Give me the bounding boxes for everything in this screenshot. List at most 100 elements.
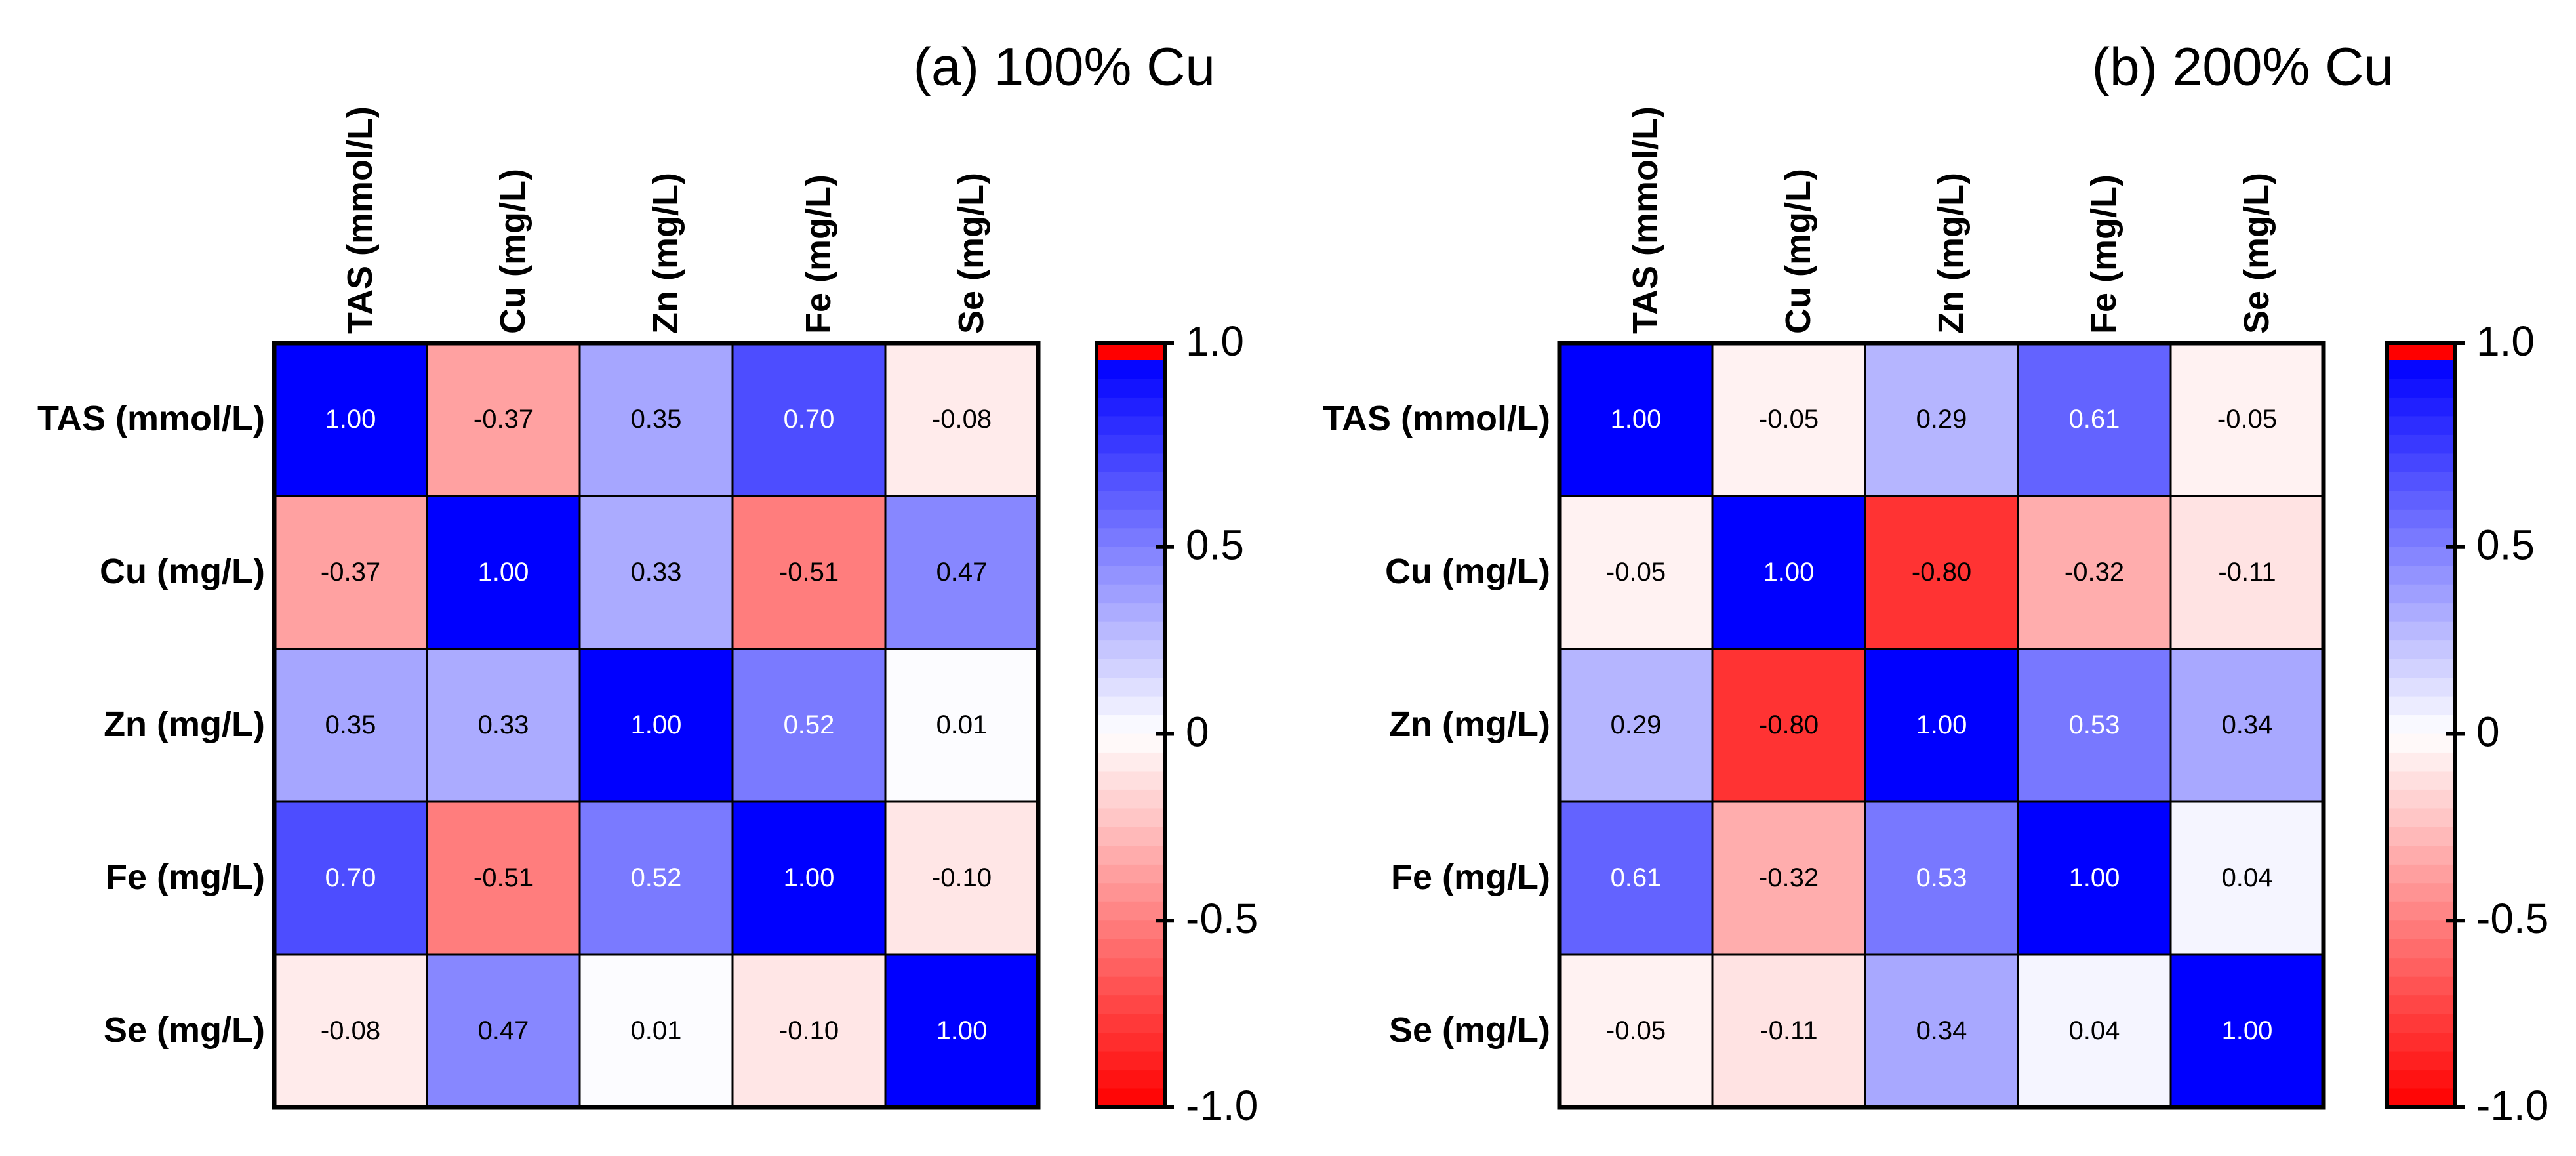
- cell-value-label: 0.53: [1916, 863, 1967, 892]
- colorbar-band: [1097, 1033, 1165, 1052]
- cell-value-label: -0.51: [779, 558, 839, 587]
- cell-value-label: 0.04: [2069, 1016, 2120, 1045]
- colorbar-band: [2387, 434, 2455, 454]
- cell-value-label: 0.52: [784, 711, 835, 739]
- colorbar-band: [2387, 416, 2455, 436]
- cell-value-label: 1.00: [631, 711, 682, 739]
- colorbar-band: [1097, 491, 1165, 510]
- cell-value-label: -0.32: [1759, 863, 1819, 892]
- cell-value-label: 1.00: [2069, 863, 2120, 892]
- cell-value-label: 0.35: [631, 405, 682, 434]
- heatmap-cell: [426, 648, 581, 803]
- colorbar-band: [2387, 397, 2455, 417]
- cell-value-label: 0.04: [2222, 863, 2273, 892]
- colorbar-band: [1097, 678, 1165, 697]
- cell-value-label: 1.00: [1916, 711, 1967, 739]
- colorbar-tick-label: 0.5: [1186, 522, 1244, 569]
- cell-value-label: -0.05: [1606, 1016, 1666, 1045]
- colorbar-band: [2387, 360, 2455, 380]
- colorbar-tick-label: 0: [1186, 708, 1209, 755]
- colorbar-band: [1097, 584, 1165, 604]
- colorbar-band: [1097, 1014, 1165, 1033]
- colorbar-tick-label: -1.0: [2476, 1082, 2548, 1129]
- column-label: Cu (mg/L): [493, 169, 533, 334]
- cell-value-label: 0.01: [936, 711, 988, 739]
- heatmap-cell: [426, 953, 581, 1109]
- cell-value-label: -0.37: [321, 558, 380, 587]
- cell-value-label: -0.05: [1606, 558, 1666, 587]
- colorbar-band: [2387, 603, 2455, 623]
- colorbar-band: [2387, 621, 2455, 641]
- cell-value-label: 1.00: [478, 558, 529, 587]
- colorbar-band: [1097, 976, 1165, 996]
- heatmap-cell: [2169, 342, 2325, 497]
- colorbar-band: [1097, 827, 1165, 846]
- cell-value-label: 1.00: [1611, 405, 1662, 434]
- colorbar-border: [2385, 341, 2457, 1109]
- colorbar-band: [1097, 939, 1165, 959]
- column-label: Fe (mg/L): [799, 175, 838, 334]
- colorbar-band: [1097, 846, 1165, 865]
- heatmap-cell: [1864, 648, 2019, 803]
- column-label: Se (mg/L): [952, 173, 991, 334]
- row-label: Zn (mg/L): [104, 705, 265, 744]
- colorbar-band: [1097, 640, 1165, 660]
- column-label: Fe (mg/L): [2084, 175, 2123, 334]
- heatmap-cell: [426, 800, 581, 956]
- heatmap-cell: [1558, 800, 1714, 956]
- colorbar-band: [2387, 584, 2455, 604]
- cell-value-label: 0.33: [631, 558, 682, 587]
- cell-value-label: 0.52: [631, 863, 682, 892]
- heatmap-cells: 1.00 -0.37 0.35 0.70 -0.08 -0.37 1.00 0.33 -0.51…: [273, 342, 1039, 1109]
- column-label: TAS (mmol/L): [1626, 106, 1665, 334]
- colorbar-band: [2387, 771, 2455, 791]
- colorbar-band: [1097, 715, 1165, 735]
- column-label: TAS (mmol/L): [340, 106, 380, 334]
- colorbar-band: [1097, 1070, 1165, 1090]
- heatmap-cell: [426, 342, 581, 497]
- colorbar-band: [1097, 397, 1165, 417]
- heatmap-border: [272, 341, 1041, 1110]
- colorbar-band: [1097, 958, 1165, 978]
- colorbar-band: [1097, 1051, 1165, 1071]
- colorbar-band: [2387, 920, 2455, 940]
- colorbar-band: [1097, 566, 1165, 585]
- heatmap-cell: [884, 953, 1039, 1109]
- colorbar-band: [2387, 640, 2455, 660]
- row-label: Fe (mg/L): [106, 857, 265, 897]
- colorbar-band: [1097, 864, 1165, 884]
- colorbar-band: [2387, 846, 2455, 865]
- colorbar-band: [2387, 678, 2455, 697]
- cell-value-label: 1.00: [1763, 558, 1815, 587]
- cell-value-label: -0.11: [1760, 1016, 1817, 1045]
- colorbar-band: [2387, 995, 2455, 1015]
- heatmap-cells: 1.00 -0.05 0.29 0.61 -0.05 -0.05 1.00 -0.80 -0.3…: [1558, 342, 2325, 1109]
- cell-value-label: -0.10: [779, 1016, 839, 1045]
- cell-value-label: -0.37: [473, 405, 533, 434]
- row-label: TAS (mmol/L): [1323, 399, 1550, 438]
- colorbar-band: [1097, 360, 1165, 380]
- colorbar-band: [2387, 752, 2455, 772]
- cell-value-label: 1.00: [784, 863, 835, 892]
- cell-value-label: 1.00: [2222, 1016, 2273, 1045]
- cell-value-label: 0.70: [325, 863, 376, 892]
- column-label: Se (mg/L): [2237, 173, 2276, 334]
- colorbar-band: [2387, 808, 2455, 828]
- cell-value-label: -0.32: [2064, 558, 2124, 587]
- column-label: Zn (mg/L): [1931, 173, 1971, 334]
- cell-value-label: -0.08: [932, 405, 992, 434]
- colorbar-band: [2387, 883, 2455, 903]
- colorbar-band: [1097, 901, 1165, 921]
- colorbar-band: [1097, 733, 1165, 753]
- cell-value-label: 1.00: [936, 1016, 988, 1045]
- colorbar-band: [1097, 883, 1165, 903]
- cell-value-label: 1.00: [325, 405, 376, 434]
- colorbar-overflow: [2387, 343, 2455, 360]
- colorbar-band: [1097, 416, 1165, 436]
- cell-value-label: 0.33: [478, 711, 529, 739]
- heatmap-cell: [2017, 495, 2172, 650]
- cell-value-label: -0.51: [473, 863, 533, 892]
- cell-value-label: 0.47: [478, 1016, 529, 1045]
- heatmap-cell: [1711, 800, 1866, 956]
